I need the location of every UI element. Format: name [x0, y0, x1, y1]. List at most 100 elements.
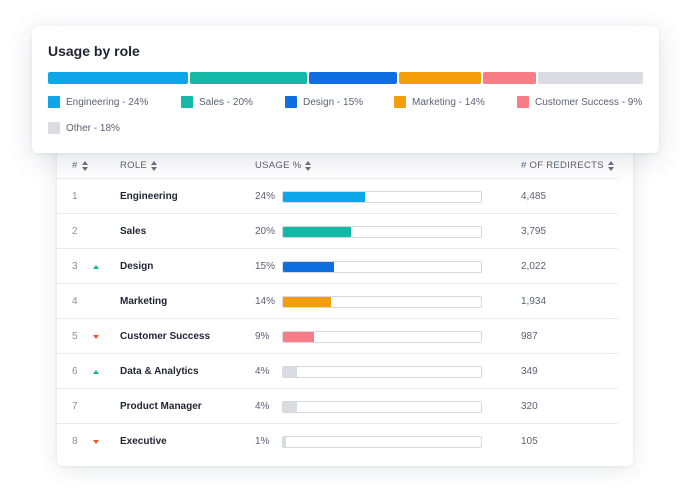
trend-cell: [93, 319, 99, 354]
role-name: Data & Analytics: [120, 366, 199, 377]
redirect-count: 3,795: [521, 226, 547, 237]
table-row[interactable]: 8 Executive 1% 105: [57, 423, 618, 459]
sort-icon: [151, 160, 158, 171]
usage-segment[interactable]: [48, 72, 189, 84]
usage-percent: 1%: [255, 436, 270, 447]
table-row[interactable]: 3 Design 15% 2,022: [57, 248, 618, 284]
role-name: Product Manager: [120, 401, 202, 412]
role-name: Design: [120, 261, 154, 272]
row-number: 4: [72, 296, 78, 307]
usage-bar-fill: [283, 226, 352, 237]
sort-icon: [305, 160, 312, 171]
table-row[interactable]: 2 Sales 20% 3,795: [57, 213, 618, 249]
usage-percent: 4%: [255, 401, 270, 412]
usage-bar-track: [282, 295, 482, 308]
sort-icon: [607, 160, 615, 171]
legend-swatch: [181, 96, 193, 108]
role-name: Sales: [120, 226, 147, 237]
usage-bar-track: [282, 260, 482, 273]
usage-segment[interactable]: [483, 72, 536, 84]
usage-by-role-card: Usage by role Engineering - 24% Sales - 2…: [32, 26, 659, 153]
row-number: 7: [72, 401, 78, 412]
legend-label: Marketing - 14%: [412, 96, 485, 108]
legend-label: Customer Success - 9%: [535, 96, 643, 108]
legend-item: Customer Success - 9%: [517, 96, 642, 108]
table-row[interactable]: 7 Product Manager 4% 320: [57, 388, 618, 424]
table-row[interactable]: 5 Customer Success 9% 987: [57, 318, 618, 354]
row-number: 8: [72, 436, 78, 447]
usage-percent: 14%: [255, 296, 276, 307]
role-name: Executive: [120, 436, 167, 447]
column-header-usage[interactable]: USAGE %: [255, 160, 312, 171]
usage-segment[interactable]: [309, 72, 398, 84]
legend-label: Design - 15%: [303, 96, 364, 108]
redirect-count: 987: [521, 331, 538, 342]
usage-percent: 20%: [255, 226, 276, 237]
usage-bar-track: [282, 435, 482, 448]
card-title: Usage by role: [48, 43, 140, 59]
usage-percent: 4%: [255, 366, 270, 377]
usage-bar-track: [282, 365, 482, 378]
legend-item: Marketing - 14%: [394, 96, 485, 108]
usage-bar-fill: [283, 191, 365, 202]
usage-bar-fill: [283, 366, 297, 377]
legend-item: Design - 15%: [285, 96, 363, 108]
usage-bar: [282, 214, 482, 249]
redirect-count: 320: [521, 401, 538, 412]
legend-item: Sales - 20%: [181, 96, 253, 108]
trend-cell: [93, 249, 99, 284]
column-header-redirects[interactable]: # OF REDIRECTS: [521, 160, 615, 171]
usage-segment[interactable]: [399, 72, 482, 84]
column-header-role[interactable]: ROLE: [120, 160, 158, 171]
row-number: 5: [72, 331, 78, 342]
legend-swatch: [48, 122, 60, 134]
table-row[interactable]: 4 Marketing 14% 1,934: [57, 283, 618, 319]
table-row[interactable]: 1 Engineering 24% 4,485: [57, 178, 618, 214]
table-row[interactable]: 6 Data & Analytics 4% 349: [57, 353, 618, 389]
legend-label: Engineering - 24%: [66, 96, 149, 108]
usage-bar-track: [282, 400, 482, 413]
usage-bar: [282, 179, 482, 214]
trend-up-icon: [93, 369, 99, 374]
usage-bar: [282, 319, 482, 354]
usage-bar: [282, 249, 482, 284]
legend-label: Sales - 20%: [199, 96, 253, 108]
usage-bar-track: [282, 190, 482, 203]
redirect-count: 4,485: [521, 191, 547, 202]
row-number: 6: [72, 366, 78, 377]
usage-bar-fill: [283, 436, 287, 447]
usage-bar-track: [282, 330, 482, 343]
legend-swatch: [394, 96, 406, 108]
legend-swatch: [285, 96, 297, 108]
usage-bar: [282, 284, 482, 319]
usage-percent: 9%: [255, 331, 270, 342]
role-usage-table: # ROLE USAGE % # OF REDIRECTS 1 Engineeri…: [57, 118, 633, 466]
row-number: 1: [72, 191, 78, 202]
usage-segment[interactable]: [190, 72, 308, 84]
usage-bar-fill: [283, 331, 314, 342]
redirect-count: 2,022: [521, 261, 547, 272]
usage-bar-fill: [283, 261, 335, 272]
legend-item: Engineering - 24%: [48, 96, 148, 108]
usage-bar-fill: [283, 296, 331, 307]
column-header-number[interactable]: #: [72, 160, 89, 171]
trend-down-icon: [93, 439, 99, 444]
usage-stacked-bar: [48, 72, 643, 84]
usage-bar: [282, 354, 482, 389]
trend-cell: [93, 354, 99, 389]
trend-cell: [93, 424, 99, 459]
usage-bar-track: [282, 225, 482, 238]
usage-percent: 24%: [255, 191, 276, 202]
legend-swatch: [517, 96, 529, 108]
redirect-count: 105: [521, 436, 538, 447]
usage-bar: [282, 424, 482, 459]
legend-swatch: [48, 96, 60, 108]
trend-down-icon: [93, 334, 99, 339]
table-header: # ROLE USAGE % # OF REDIRECTS: [57, 156, 633, 178]
row-number: 3: [72, 261, 78, 272]
usage-segment[interactable]: [537, 72, 643, 84]
role-name: Marketing: [120, 296, 168, 307]
redirect-count: 349: [521, 366, 538, 377]
sort-icon: [81, 160, 89, 171]
redirect-count: 1,934: [521, 296, 547, 307]
